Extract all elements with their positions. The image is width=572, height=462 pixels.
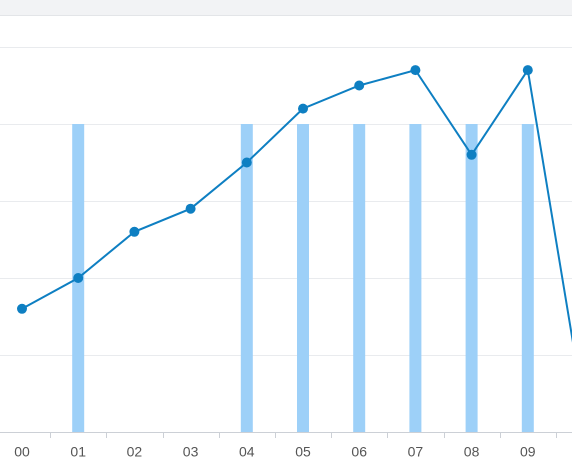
x-tick-label: 06 bbox=[351, 444, 367, 460]
x-tick-label: 09 bbox=[520, 444, 536, 460]
bar bbox=[353, 124, 366, 432]
point bbox=[522, 65, 533, 76]
point bbox=[17, 303, 27, 314]
x-tick-label: 04 bbox=[239, 444, 255, 460]
bar bbox=[240, 124, 253, 432]
x-tick-label: 00 bbox=[14, 444, 30, 460]
top-band bbox=[0, 0, 572, 15]
x-tick-label: 03 bbox=[183, 444, 199, 460]
point bbox=[466, 149, 477, 160]
bar bbox=[409, 124, 422, 432]
x-tick-label: 01 bbox=[70, 444, 86, 460]
point bbox=[185, 203, 196, 214]
bar bbox=[297, 124, 309, 432]
point bbox=[410, 65, 421, 76]
x-tick-label: 02 bbox=[127, 444, 143, 460]
point bbox=[73, 273, 84, 283]
point bbox=[298, 103, 308, 114]
x-tick-label: 05 bbox=[295, 444, 311, 460]
x-tick-label: 07 bbox=[408, 444, 424, 460]
bar bbox=[465, 124, 478, 432]
point bbox=[354, 80, 365, 91]
x-tick-label: 08 bbox=[464, 444, 480, 460]
point bbox=[129, 226, 140, 237]
point bbox=[241, 157, 252, 168]
bar bbox=[521, 124, 534, 432]
